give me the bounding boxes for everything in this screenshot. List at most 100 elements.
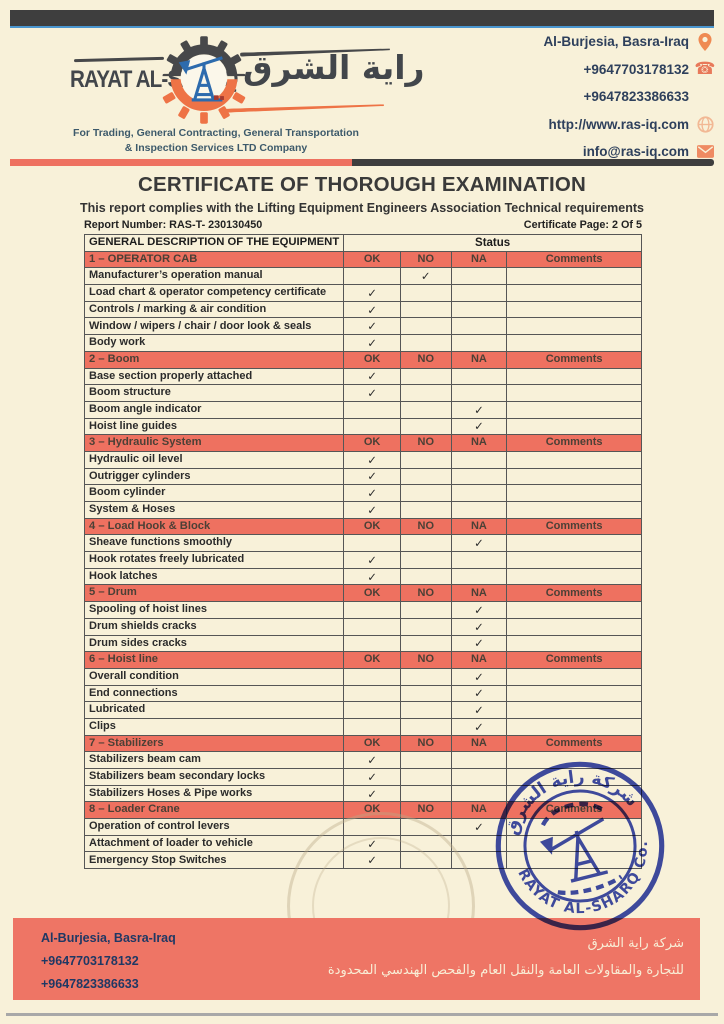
comment-cell [506,467,642,486]
section-title: 5 – Drum [83,584,345,603]
check-cell-na [450,334,508,352]
comment-cell [506,768,642,786]
check-cell-no [399,551,452,569]
comment-cell [506,684,642,703]
comment-cell [506,667,642,686]
check-cell-na: ✓ [450,617,508,636]
check-cell-na: ✓ [450,717,508,736]
checklist-table-wrap: GENERAL DESCRIPTION OF THE EQUIPMENT Sta… [83,234,642,870]
item-label: Overall condition [83,667,345,686]
checklist-row: Load chart & operator competency certifi… [83,284,642,302]
item-label: Window / wipers / chair / door look & se… [83,317,345,336]
section-header-row: 3 – Hydraulic System OK NO NA Comments [83,434,642,452]
item-label: Hook rotates freely lubricated [83,551,345,569]
globe-icon [696,115,714,133]
check-cell-no [399,400,452,419]
checklist-row: System & Hoses ✓ [83,501,642,519]
check-cell-na [450,267,508,286]
check-cell-na [450,834,508,853]
checklist-row: Body work ✓ [83,334,642,352]
checklist-row: Controls / marking & air condition ✓ [83,300,642,319]
checklist-row: Hook rotates freely lubricated ✓ [83,551,642,569]
comment-cell [506,334,642,352]
check-cell-ok: ✓ [343,467,401,486]
check-cell-ok [343,601,401,619]
report-number: Report Number: RAS-T- 230130450 [84,219,263,231]
column-header-ok: OK [343,350,401,369]
column-header-na: NA [450,801,508,820]
company-name-arabic: راية الشرق [243,48,425,87]
column-header-ok: OK [343,517,401,536]
section-header-row: 5 – Drum OK NO NA Comments [83,584,642,603]
item-label: Hoist line guides [83,417,345,436]
check-cell-ok [343,617,401,636]
check-cell-na [450,300,508,319]
check-cell-na [450,751,508,769]
section-title: 2 – Boom [83,350,345,369]
check-cell-ok: ✓ [343,551,401,569]
column-header-na: NA [450,250,508,269]
item-label: Clips [83,717,345,736]
checklist-row: Window / wipers / chair / door look & se… [83,317,642,336]
contact-phone1-row: +9647703178132 ☎ [484,56,716,84]
report-info-row: Report Number: RAS-T- 230130450 Certific… [84,219,642,231]
check-cell-ok: ✓ [343,300,401,319]
contact-phone2-row: +9647823386633 [484,83,714,111]
checklist-row: Overall condition ✓ [83,667,642,686]
check-cell-no [399,684,452,703]
section-header-row: 4 – Load Hook & Block OK NO NA Comments [83,517,642,536]
check-cell-ok [343,684,401,703]
general-description-header: GENERAL DESCRIPTION OF THE EQUIPMENT [83,234,345,252]
column-header-no: NO [399,250,452,269]
bottom-rule [6,1013,718,1016]
contact-website-row: http://www.ras-iq.com [484,111,714,139]
column-header-na: NA [450,350,508,369]
footer-arabic-line1: شركة راية الشرق [587,936,684,951]
item-label: Boom cylinder [83,484,345,502]
comment-cell [506,284,642,302]
icon-placeholder [696,88,714,106]
comment-cell [506,551,642,569]
phone2-text: +9647823386633 [583,89,690,105]
check-cell-na: ✓ [450,601,508,619]
check-cell-ok: ✓ [343,751,401,769]
item-label: Boom angle indicator [83,400,345,419]
item-label: Boom structure [83,384,345,402]
column-header-no: NO [399,651,452,669]
item-label: Hydraulic oil level [83,450,345,469]
check-cell-na: ✓ [450,701,508,719]
section-title: 6 – Hoist line [83,651,345,669]
comment-cell [506,317,642,336]
comment-cell [506,417,642,436]
column-header-comments: Comments [506,651,642,669]
check-cell-no [399,334,452,352]
comment-cell [506,601,642,619]
check-cell-na [450,284,508,302]
checklist-row: Stabilizers beam secondary locks ✓ [83,768,642,786]
website-text: http://www.ras-iq.com [548,116,689,132]
item-label: Manufacturer’s operation manual [83,267,345,286]
column-header-comments: Comments [506,801,642,820]
comment-cell [506,384,642,402]
item-label: Drum shields cracks [83,617,345,636]
footer-arabic-line2: للتجارة والمقاولات العامة والنقل العام و… [327,963,684,979]
comment-cell [506,634,642,653]
comment-cell [506,300,642,319]
column-header-comments: Comments [506,517,642,536]
check-cell-no [399,417,452,436]
item-label: End connections [83,684,345,703]
item-label: Emergency Stop Switches [83,851,345,870]
check-cell-na: ✓ [450,634,508,653]
column-header-ok: OK [343,734,401,753]
column-header-comments: Comments [506,250,642,269]
check-cell-ok: ✓ [343,567,401,586]
check-cell-no [399,467,452,486]
check-cell-na [450,784,508,803]
check-cell-no [399,768,452,786]
column-header-na: NA [450,734,508,753]
section-header-row: 2 – Boom OK NO NA Comments [83,350,642,369]
check-cell-no [399,751,452,769]
check-cell-ok [343,667,401,686]
column-header-comments: Comments [506,434,642,452]
